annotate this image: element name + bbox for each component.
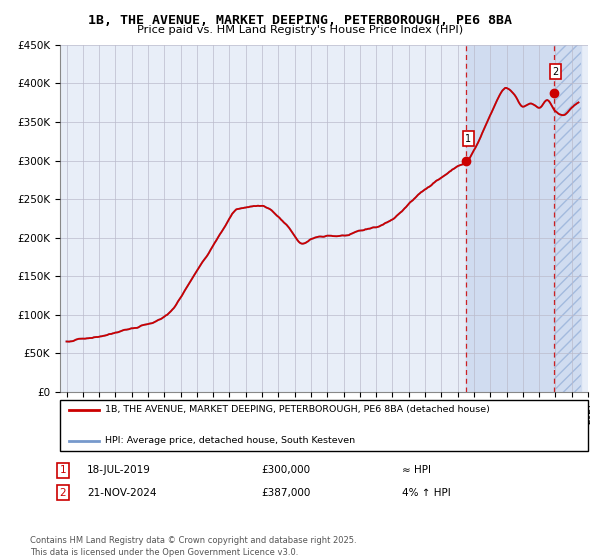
Text: 18-JUL-2019: 18-JUL-2019	[87, 465, 151, 475]
Text: 4% ↑ HPI: 4% ↑ HPI	[402, 488, 451, 498]
Text: Contains HM Land Registry data © Crown copyright and database right 2025.
This d: Contains HM Land Registry data © Crown c…	[30, 536, 356, 557]
Text: 2: 2	[552, 67, 559, 77]
Text: £387,000: £387,000	[261, 488, 310, 498]
Bar	[466, 45, 581, 392]
Text: 1: 1	[465, 134, 471, 144]
Bar	[554, 45, 581, 392]
Text: HPI: Average price, detached house, South Kesteven: HPI: Average price, detached house, Sout…	[105, 436, 355, 445]
Text: ≈ HPI: ≈ HPI	[402, 465, 431, 475]
Text: £300,000: £300,000	[261, 465, 310, 475]
Text: 2: 2	[59, 488, 67, 498]
Text: 1B, THE AVENUE, MARKET DEEPING, PETERBOROUGH, PE6 8BA (detached house): 1B, THE AVENUE, MARKET DEEPING, PETERBOR…	[105, 405, 490, 414]
Text: 1B, THE AVENUE, MARKET DEEPING, PETERBOROUGH, PE6 8BA: 1B, THE AVENUE, MARKET DEEPING, PETERBOR…	[88, 14, 512, 27]
Text: 1: 1	[59, 465, 67, 475]
Bar	[554, 45, 581, 392]
Text: 21-NOV-2024: 21-NOV-2024	[87, 488, 157, 498]
Text: Price paid vs. HM Land Registry's House Price Index (HPI): Price paid vs. HM Land Registry's House …	[137, 25, 463, 35]
